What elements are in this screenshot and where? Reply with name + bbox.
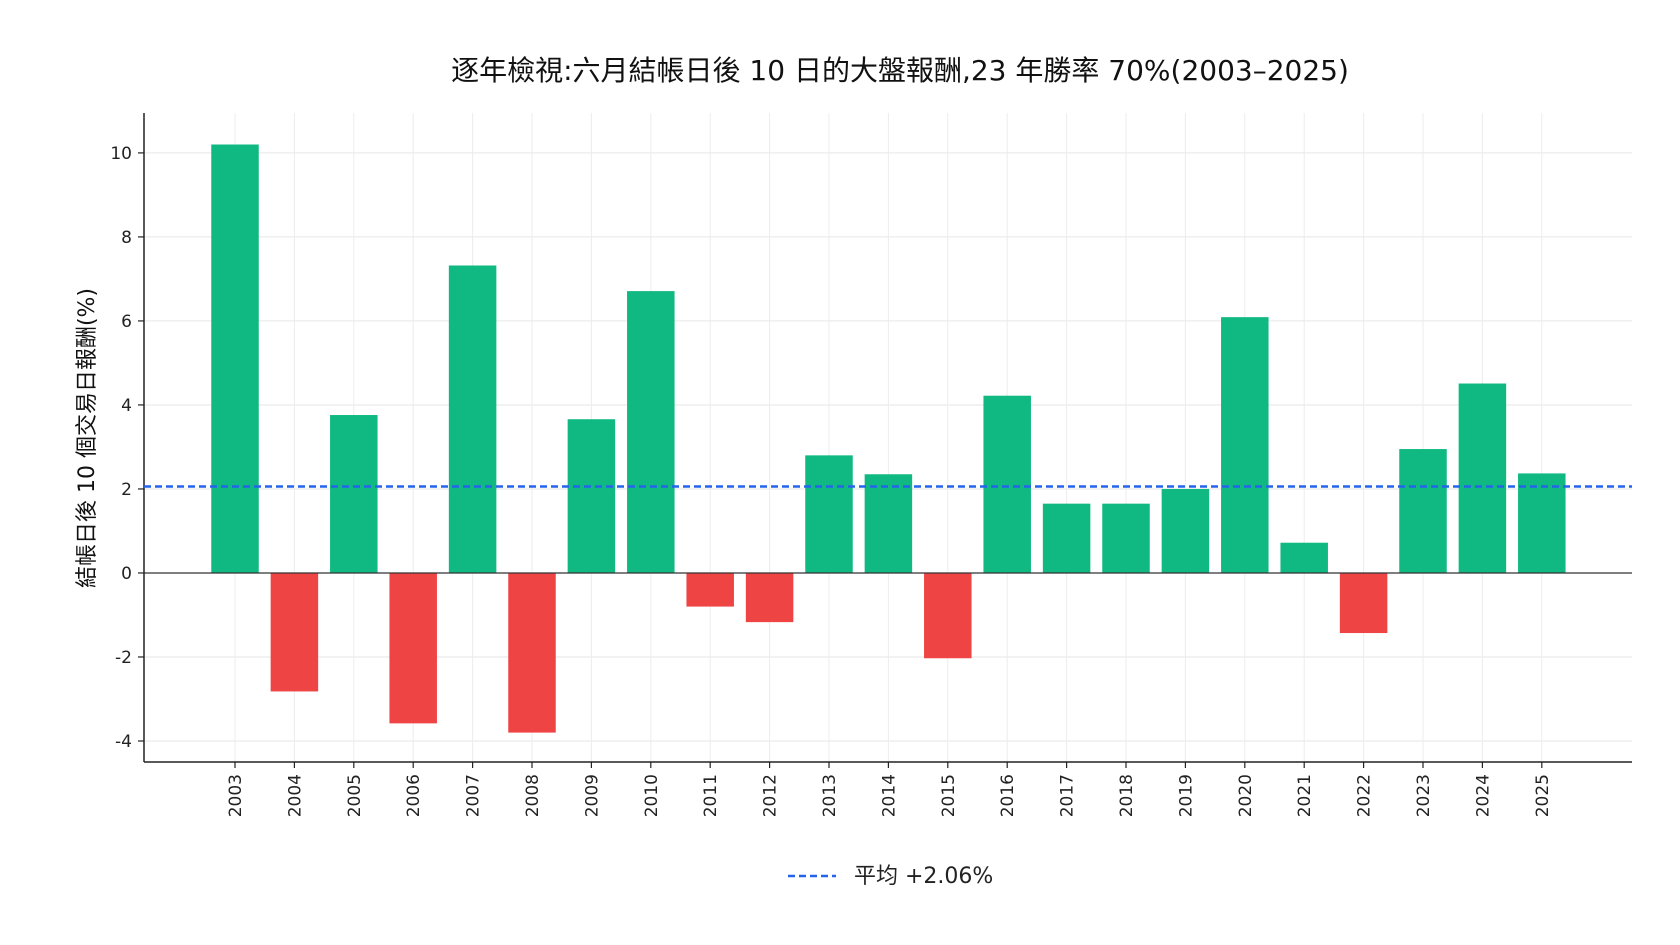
x-tick-label: 2018 — [1117, 774, 1137, 817]
x-tick-label: 2023 — [1414, 774, 1434, 817]
axes — [138, 113, 1632, 768]
x-tick-label: 2017 — [1058, 774, 1078, 817]
y-tick-label: 8 — [121, 228, 132, 248]
tick-labels: -4 -2 0 2 4 6 8 10 2003 2004 2005 2006 2007 2008 2009 2… — [110, 144, 1552, 817]
bar-2008 — [508, 572, 556, 733]
x-tick-label: 2014 — [879, 774, 899, 817]
bar-2011 — [686, 572, 734, 607]
x-tick-label: 2011 — [701, 774, 721, 817]
x-tick-label: 2013 — [820, 774, 840, 817]
bar-2003 — [211, 144, 259, 573]
bar-2005 — [330, 415, 378, 573]
bars — [211, 144, 1566, 733]
bar-2007 — [448, 265, 497, 573]
bar-2017 — [1042, 503, 1091, 573]
legend: 平均 +2.06% — [788, 864, 993, 889]
x-tick-label: 2015 — [939, 774, 959, 817]
x-tick-label: 2019 — [1176, 774, 1196, 817]
x-tick-label: 2022 — [1355, 774, 1375, 817]
bar-2023 — [1399, 449, 1447, 573]
bar-2012 — [745, 572, 794, 623]
bar-2009 — [567, 419, 616, 573]
bar-2010 — [627, 291, 675, 573]
x-tick-label: 2016 — [998, 774, 1018, 817]
chart-title: 逐年檢視:六月結帳日後 10 日的大盤報酬,23 年勝率 70%(2003–20… — [451, 54, 1349, 87]
bar-2024 — [1458, 383, 1507, 573]
bar-2015 — [924, 572, 972, 659]
bar-2004 — [270, 572, 319, 692]
legend-mean-label: 平均 +2.06% — [854, 864, 993, 889]
x-tick-label: 2007 — [464, 774, 484, 817]
bar-2022 — [1339, 572, 1388, 634]
y-tick-label: 2 — [121, 480, 132, 500]
x-tick-label: 2025 — [1533, 774, 1553, 817]
bar-2021 — [1280, 542, 1328, 573]
x-tick-label: 2009 — [582, 774, 602, 817]
bar-2018 — [1102, 503, 1150, 573]
x-tick-label: 2020 — [1236, 774, 1256, 817]
bar-2020 — [1221, 317, 1269, 573]
y-tick-label: 0 — [121, 564, 132, 584]
bar-2025 — [1518, 473, 1566, 573]
y-tick-label: 10 — [110, 144, 132, 164]
y-tick-label: 6 — [121, 312, 132, 332]
x-tick-label: 2012 — [761, 774, 781, 817]
x-tick-label: 2006 — [404, 774, 424, 817]
x-tick-label: 2004 — [285, 774, 305, 817]
x-tick-label: 2024 — [1473, 774, 1493, 817]
y-tick-label: -4 — [115, 732, 132, 752]
x-tick-label: 2008 — [523, 774, 543, 817]
bar-2016 — [983, 395, 1031, 573]
bar-2013 — [805, 455, 853, 573]
y-axis-label: 結帳日後 10 個交易日報酬(%) — [75, 288, 100, 588]
x-tick-label: 2021 — [1295, 774, 1315, 817]
bar-2014 — [864, 474, 913, 573]
y-tick-label: -2 — [115, 648, 132, 668]
y-tick-label: 4 — [121, 396, 132, 416]
x-tick-label: 2005 — [345, 774, 365, 817]
bar-2019 — [1161, 488, 1210, 573]
x-tick-label: 2010 — [642, 774, 662, 817]
bar-2006 — [389, 572, 437, 724]
x-tick-label: 2003 — [226, 774, 246, 817]
